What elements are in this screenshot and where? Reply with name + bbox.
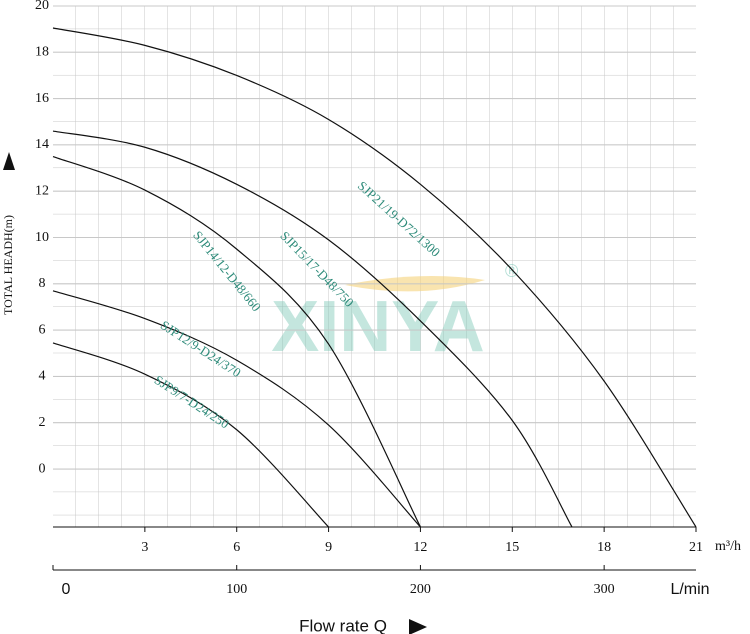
y-tick-label: 12 <box>35 183 49 198</box>
x2-tick-label: 300 <box>594 582 615 597</box>
arrow-right <box>409 619 427 634</box>
curve <box>52 342 330 528</box>
curve <box>52 27 697 528</box>
y-tick-label: 4 <box>39 369 46 384</box>
y-tick-label: 0 <box>39 461 46 476</box>
x-tick-label: 9 <box>325 540 332 555</box>
x2-unit: L/min <box>670 581 709 598</box>
x-tick-label: 21 <box>689 540 703 555</box>
grid-background <box>53 6 696 527</box>
x-tick-label: 18 <box>597 540 611 555</box>
x-unit: m³/h <box>715 539 741 554</box>
y-label: TOTAL HEADH(m) <box>1 215 15 315</box>
y-tick-label: 20 <box>35 0 49 13</box>
curve <box>52 130 573 528</box>
arrow-up <box>3 152 15 170</box>
x2-title: Flow rate Q <box>299 616 387 634</box>
x2-tick-label: 200 <box>410 582 431 597</box>
curve <box>52 155 421 528</box>
x-tick-label: 6 <box>233 540 240 555</box>
y-tick-label: 10 <box>35 230 49 245</box>
curve <box>52 290 421 528</box>
y-tick-label: 8 <box>39 276 46 291</box>
y-tick-label: 14 <box>35 137 49 152</box>
y-tick-label: 16 <box>35 91 49 106</box>
x2-tick-label: 0 <box>62 581 71 598</box>
watermark: XINYA <box>271 287 484 367</box>
x2-tick-label: 100 <box>226 582 247 597</box>
x-tick-label: 15 <box>505 540 519 555</box>
y-tick-label: 2 <box>39 415 46 430</box>
x-tick-label: 3 <box>141 540 148 555</box>
y-tick-label: 6 <box>39 322 46 337</box>
x-tick-label: 12 <box>413 540 427 555</box>
y-tick-label: 18 <box>35 45 49 60</box>
